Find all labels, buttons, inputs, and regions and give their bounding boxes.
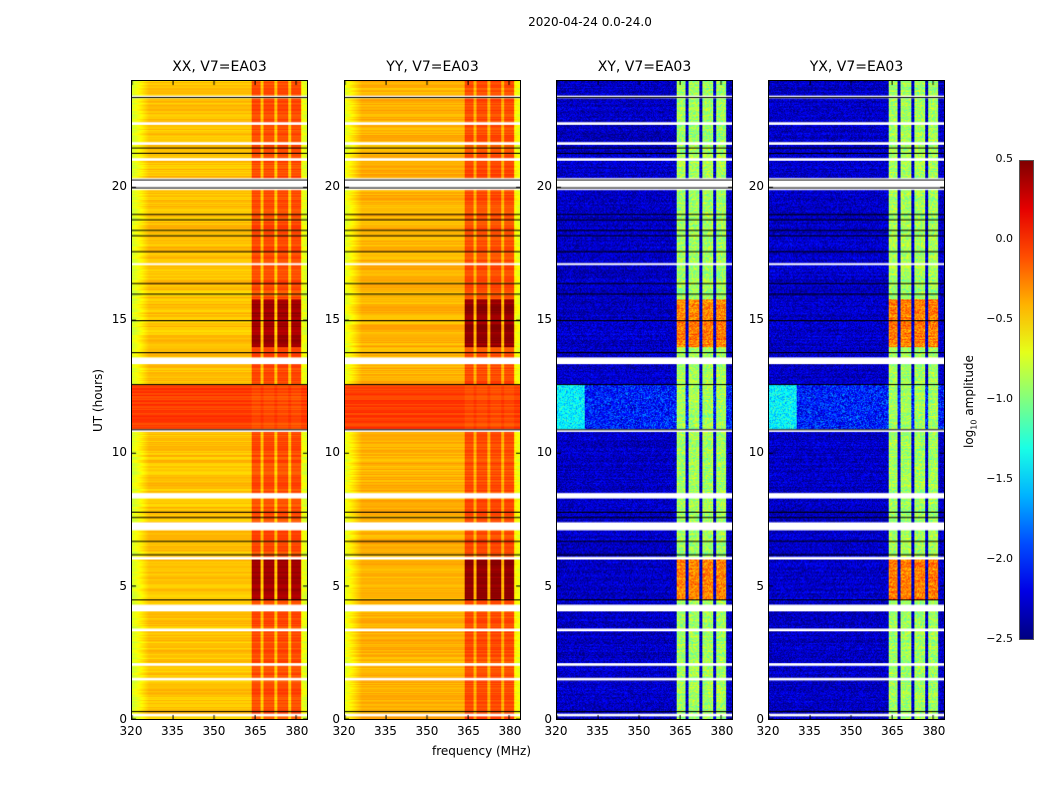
colorbar-tick-label: −1.0: [986, 392, 1013, 405]
x-tick-label: 350: [627, 724, 651, 738]
y-tick-label: 15: [324, 312, 340, 326]
y-tick-label: 20: [748, 178, 764, 193]
x-tick-label: 320: [756, 724, 780, 738]
colorbar-tick-label: −2.0: [986, 552, 1013, 565]
y-tick-label: 5: [756, 578, 764, 593]
x-tick-label: 320: [119, 724, 143, 738]
y-axis-label: UT (hours): [91, 368, 105, 432]
y-tick-label: 0: [544, 712, 552, 726]
y-tick-label: 5: [332, 578, 340, 593]
x-tick-label: 380: [285, 724, 309, 738]
panel-title-xx: XX, V7=EA03: [172, 59, 267, 75]
x-tick-label: 350: [415, 724, 439, 738]
colorbar: [1019, 160, 1034, 640]
figure-title: 2020-04-24 0.0-24.0: [528, 15, 652, 29]
y-tick-label: 0: [756, 712, 764, 726]
colorbar-tick-label: 0.0: [995, 232, 1014, 245]
x-tick-label: 380: [922, 724, 946, 738]
x-tick-label: 335: [798, 724, 821, 738]
x-tick-label: 380: [498, 724, 522, 738]
x-tick-label: 365: [669, 724, 692, 738]
panel-title-yx: YX, V7=EA03: [809, 59, 904, 75]
colorbar-tick-label: −0.5: [986, 312, 1013, 325]
x-tick-label: 380: [710, 724, 734, 738]
y-tick-label: 20: [324, 178, 340, 193]
heatmap-yy: [344, 80, 521, 720]
x-axis-label: frequency (MHz): [432, 744, 532, 758]
x-tick-label: 335: [374, 724, 397, 738]
y-tick-label: 0: [332, 712, 340, 726]
colorbar-label: log10 amplitude: [962, 355, 979, 448]
heatmap-xx: [131, 80, 308, 720]
panel-title-yy: YY, V7=EA03: [386, 59, 479, 75]
x-tick-label: 335: [161, 724, 184, 738]
y-tick-label: 15: [536, 312, 552, 326]
y-tick-label: 10: [324, 445, 340, 460]
colorbar-tick-label: −1.5: [986, 472, 1013, 485]
y-tick-label: 10: [536, 445, 552, 460]
x-tick-label: 365: [881, 724, 904, 738]
x-tick-label: 350: [202, 724, 226, 738]
y-tick-label: 10: [111, 445, 127, 460]
x-tick-label: 365: [457, 724, 480, 738]
y-tick-label: 10: [748, 445, 764, 460]
y-tick-label: 15: [748, 312, 764, 326]
y-tick-label: 0: [119, 712, 127, 726]
y-tick-label: 20: [536, 178, 552, 193]
colorbar-tick-label: −2.5: [986, 632, 1013, 645]
x-tick-label: 320: [332, 724, 356, 738]
y-tick-label: 5: [544, 578, 552, 593]
x-tick-label: 365: [244, 724, 267, 738]
y-tick-label: 15: [111, 312, 127, 326]
colorbar-tick-label: 0.5: [995, 152, 1014, 165]
x-tick-label: 350: [839, 724, 863, 738]
y-tick-label: 5: [119, 578, 127, 593]
panel-title-xy: XY, V7=EA03: [597, 59, 692, 75]
x-tick-label: 335: [586, 724, 609, 738]
x-tick-label: 320: [544, 724, 568, 738]
y-tick-label: 20: [111, 178, 127, 193]
heatmap-yx: [768, 80, 945, 720]
heatmap-xy: [556, 80, 733, 720]
